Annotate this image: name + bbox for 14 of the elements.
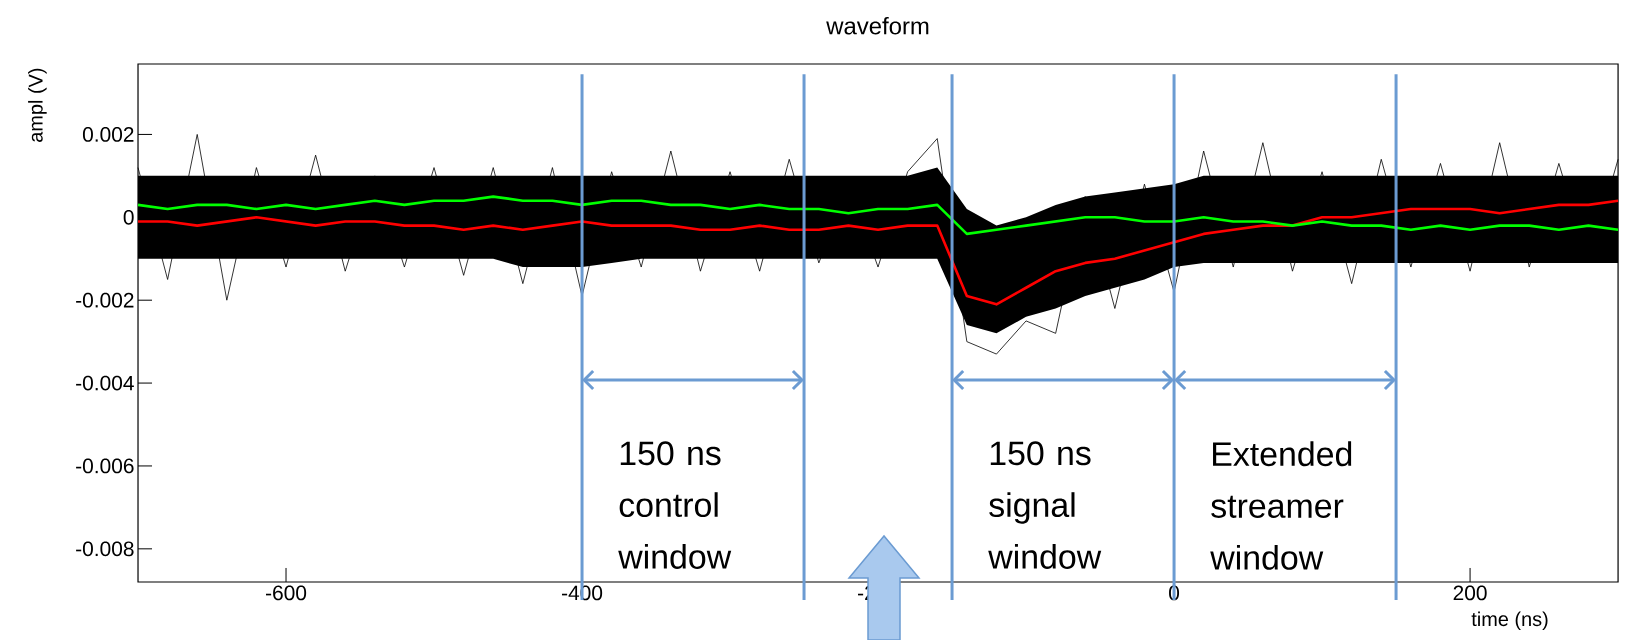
- y-tick-label: 0: [123, 209, 134, 225]
- annotation: 150 ns control window: [618, 441, 732, 569]
- y-tick-label: -0.002: [76, 292, 134, 308]
- annotation: 150 ns signal window: [988, 441, 1102, 569]
- y-tick-label: -0.008: [76, 541, 134, 557]
- x-axis-title: time (ns): [1471, 611, 1548, 631]
- y-axis-title: ampl (V): [28, 68, 47, 142]
- x-tick-label: -600: [266, 585, 307, 601]
- chart-title: waveform: [826, 16, 929, 35]
- y-tick-label: -0.006: [76, 458, 134, 474]
- y-tick-label: -0.004: [76, 375, 134, 391]
- annotation: Extended streamer window: [1210, 441, 1352, 570]
- y-tick-label: 0.002: [82, 127, 134, 142]
- x-tick-label: 200: [1453, 585, 1487, 601]
